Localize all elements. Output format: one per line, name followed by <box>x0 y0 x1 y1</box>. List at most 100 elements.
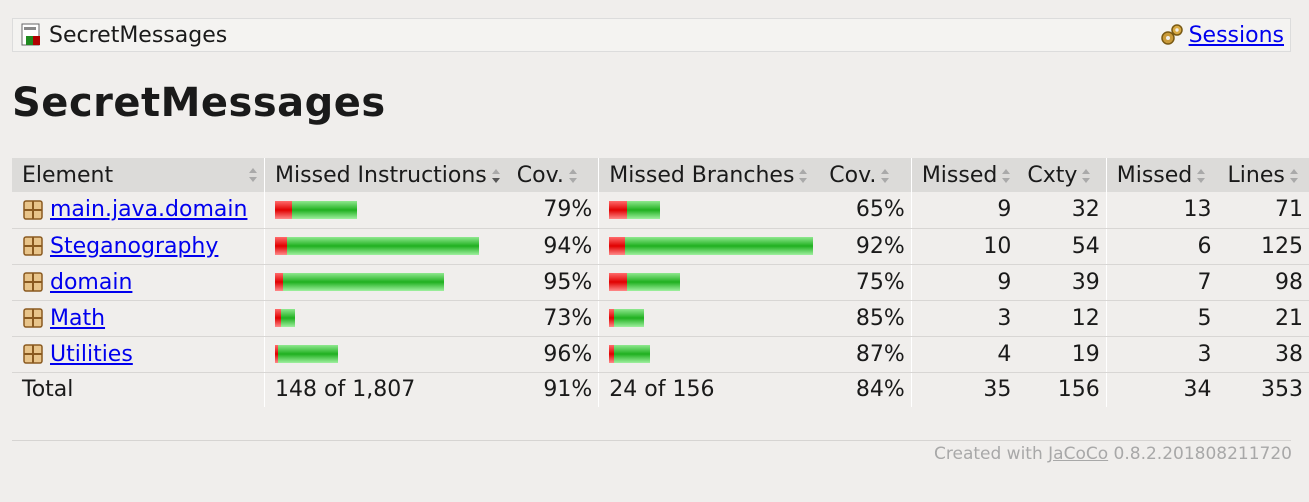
coverage-bar <box>275 200 501 219</box>
package-link[interactable]: Steganography <box>50 233 219 259</box>
missed-lines: 3 <box>1106 336 1218 373</box>
missed-lines: 13 <box>1106 192 1218 229</box>
sort-icon <box>1081 168 1091 183</box>
jacoco-link[interactable]: JaCoCo <box>1048 444 1109 464</box>
footer: Created with JaCoCo 0.8.2.201808211720 <box>934 444 1292 464</box>
missed-bar-segment <box>275 309 282 327</box>
sort-icon <box>248 168 258 182</box>
coverage-bar <box>275 237 501 255</box>
header-cov-instructions[interactable]: Cov. <box>506 158 600 192</box>
cxty: 39 <box>1017 264 1107 301</box>
branches-cov: 87% <box>819 336 912 373</box>
coverage-bar <box>609 309 813 327</box>
missed-bar-segment <box>609 309 615 327</box>
header-missed-instructions[interactable]: Missed Instructions <box>264 158 507 192</box>
breadcrumb: SecretMessages Sessions <box>12 18 1291 52</box>
table-row: main.java.domain 79% 65% 9 32 13 71 <box>12 192 1309 229</box>
total-cxty: 156 <box>1017 372 1107 407</box>
total-missed-lines: 34 <box>1183 377 1212 402</box>
covered-bar-segment <box>281 309 296 327</box>
total-row: Total 148 of 1,807 91% 24 of 156 84% 35 … <box>12 372 1309 407</box>
sort-icon <box>1196 168 1206 183</box>
missed-cxty: 4 <box>911 336 1018 373</box>
package-link[interactable]: Utilities <box>50 341 133 367</box>
coverage-bar <box>275 345 501 363</box>
page-title: SecretMessages <box>12 80 386 126</box>
sort-icon <box>798 168 808 183</box>
total-missed-cxty: 35 <box>983 377 1012 402</box>
instructions-bar-cell <box>264 300 507 337</box>
missed-bar-segment <box>609 237 626 255</box>
covered-bar-segment <box>287 237 480 255</box>
covered-bar-segment <box>614 309 645 327</box>
coverage-table: Element Missed Instructions Cov. Missed … <box>12 158 1309 407</box>
package-icon <box>23 236 43 256</box>
branches-bar-cell <box>598 336 820 373</box>
covered-bar-segment <box>625 237 814 255</box>
covered-bar-segment <box>278 345 339 363</box>
coverage-bar <box>609 273 813 291</box>
coverage-bar <box>275 309 501 327</box>
package-link[interactable]: domain <box>50 269 133 295</box>
header-missed-branches[interactable]: Missed Branches <box>598 158 820 192</box>
table-row: Math 73% 85% 3 12 5 21 <box>12 300 1309 337</box>
package-icon <box>23 308 43 328</box>
coverage-bar <box>275 273 501 291</box>
header-cxty[interactable]: Cxty <box>1017 158 1107 192</box>
missed-lines: 7 <box>1106 264 1218 301</box>
instructions-bar-cell <box>264 192 507 229</box>
total-label: Total <box>12 372 266 407</box>
element-cell: Math <box>12 300 266 337</box>
lines: 98 <box>1217 264 1309 301</box>
report-icon <box>21 23 40 46</box>
table-header-row: Element Missed Instructions Cov. Missed … <box>12 158 1309 192</box>
breadcrumb-title: SecretMessages <box>49 22 228 48</box>
missed-bar-segment <box>275 273 284 291</box>
header-missed-cxty[interactable]: Missed <box>911 158 1018 192</box>
missed-cxty: 3 <box>911 300 1018 337</box>
branches-cov: 75% <box>819 264 912 301</box>
header-lines[interactable]: Lines <box>1217 158 1309 192</box>
branches-bar-cell <box>598 264 820 301</box>
instructions-cov: 94% <box>506 228 600 265</box>
header-element[interactable]: Element <box>12 158 266 192</box>
table-row: Steganography 94% 92% 10 54 6 125 <box>12 228 1309 265</box>
header-cov-branches[interactable]: Cov. <box>819 158 912 192</box>
missed-cxty: 9 <box>911 264 1018 301</box>
cxty: 32 <box>1017 192 1107 229</box>
branches-cov: 92% <box>819 228 912 265</box>
branches-bar-cell <box>598 192 820 229</box>
missed-bar-segment <box>609 200 628 219</box>
sort-icon <box>568 168 578 183</box>
package-icon <box>23 200 43 220</box>
missed-lines: 5 <box>1106 300 1218 337</box>
element-cell: domain <box>12 264 266 301</box>
gears-icon <box>1160 24 1183 45</box>
total-instructions: 148 of 1,807 <box>275 377 416 402</box>
package-link[interactable]: Math <box>50 305 106 331</box>
lines: 21 <box>1217 300 1309 337</box>
branches-cov: 65% <box>819 192 912 229</box>
coverage-bar <box>609 237 814 255</box>
total-lines: 353 <box>1261 377 1303 402</box>
covered-bar-segment <box>627 200 661 219</box>
cxty: 19 <box>1017 336 1107 373</box>
element-cell: main.java.domain <box>12 192 266 229</box>
sessions-link[interactable]: Sessions <box>1188 22 1284 48</box>
breadcrumb-right: Sessions <box>1159 23 1284 48</box>
package-link[interactable]: main.java.domain <box>50 197 248 223</box>
instructions-bar-cell <box>264 228 507 265</box>
lines: 71 <box>1217 192 1309 229</box>
element-cell: Utilities <box>12 336 266 373</box>
cxty: 12 <box>1017 300 1107 337</box>
sort-icon <box>1001 168 1011 183</box>
package-icon <box>23 272 43 292</box>
covered-bar-segment <box>627 273 681 291</box>
table-row: Utilities 96% 87% 4 19 3 38 <box>12 336 1309 373</box>
covered-bar-segment <box>283 273 445 291</box>
missed-bar-segment <box>609 273 628 291</box>
header-missed-lines[interactable]: Missed <box>1106 158 1218 192</box>
coverage-bar <box>609 200 813 219</box>
branches-bar-cell <box>598 300 820 337</box>
total-branch-cov: 84% <box>819 372 912 407</box>
